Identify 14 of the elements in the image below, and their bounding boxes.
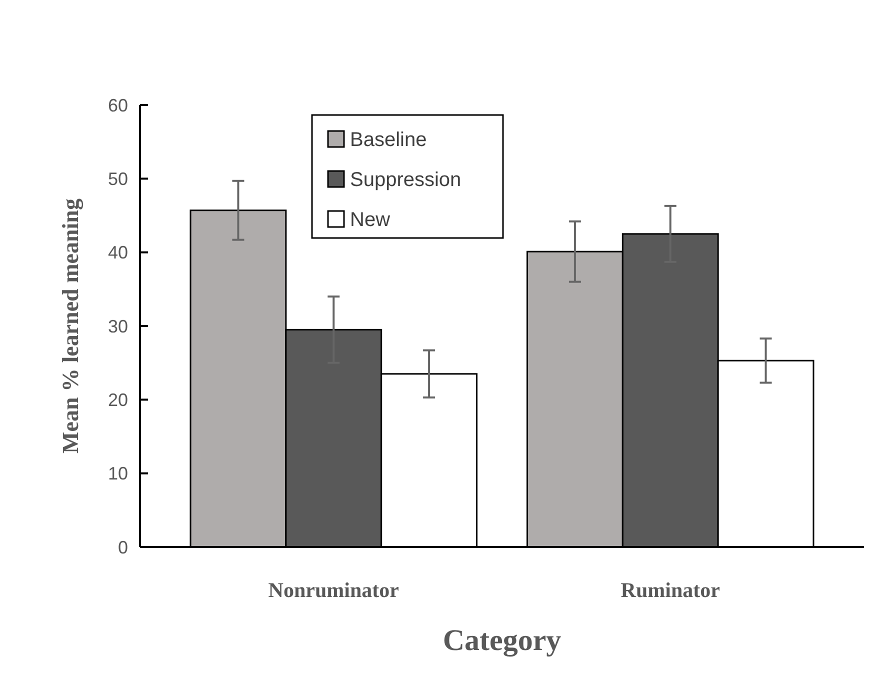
y-tick-label: 20 [108,390,128,410]
y-tick-label: 60 [108,95,128,116]
legend-label: Baseline [350,129,427,151]
y-tick-label: 0 [118,537,128,558]
legend-label: Suppression [350,169,462,191]
x-tick-label: Nonruminator [268,578,399,602]
y-tick-label: 40 [108,242,128,263]
x-tick-label: Ruminator [620,578,720,602]
y-tick-label: 50 [108,168,128,189]
y-tick-label: 10 [108,464,128,484]
y-axis-title: Mean % learned meaning [58,198,84,454]
y-tick-label: 30 [108,316,128,336]
x-axis-title: Category [442,624,562,657]
legend-label: New [350,209,391,231]
